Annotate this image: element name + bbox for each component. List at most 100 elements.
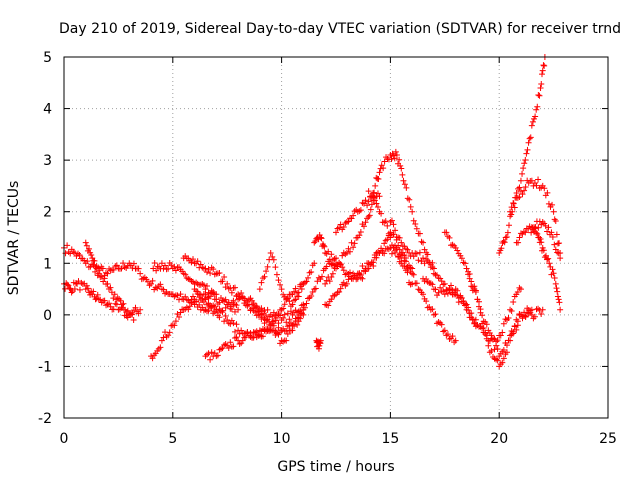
data-point bbox=[135, 310, 142, 317]
data-point bbox=[538, 71, 545, 78]
data-point bbox=[239, 293, 246, 300]
data-point bbox=[515, 239, 522, 246]
data-point bbox=[480, 325, 487, 332]
data-point bbox=[62, 285, 69, 292]
data-point bbox=[284, 331, 291, 338]
data-point bbox=[137, 270, 144, 277]
data-point bbox=[284, 295, 291, 302]
data-point bbox=[320, 242, 327, 249]
data-point bbox=[94, 291, 101, 298]
data-point bbox=[402, 254, 409, 261]
data-point bbox=[528, 229, 535, 236]
x-axis-label: GPS time / hours bbox=[277, 459, 394, 475]
data-point bbox=[533, 229, 540, 236]
data-point bbox=[280, 305, 287, 312]
data-point bbox=[65, 282, 72, 289]
data-point bbox=[395, 242, 402, 249]
data-point bbox=[501, 239, 508, 246]
data-point bbox=[458, 255, 465, 262]
data-point bbox=[86, 245, 93, 252]
data-point bbox=[345, 218, 352, 225]
data-point bbox=[507, 337, 514, 344]
data-point bbox=[219, 309, 226, 316]
data-point bbox=[499, 329, 506, 336]
data-point bbox=[393, 151, 400, 158]
data-point bbox=[205, 350, 212, 357]
data-point bbox=[388, 217, 395, 224]
data-point bbox=[95, 270, 102, 277]
data-point bbox=[519, 191, 526, 198]
data-point bbox=[544, 228, 551, 235]
data-point bbox=[550, 208, 557, 215]
data-point bbox=[471, 320, 478, 327]
data-point bbox=[270, 318, 277, 325]
data-point bbox=[539, 219, 546, 226]
data-point bbox=[222, 296, 229, 303]
data-point bbox=[137, 306, 144, 313]
y-tick-label: 2 bbox=[43, 205, 52, 221]
data-point bbox=[390, 152, 397, 159]
data-point bbox=[71, 249, 78, 256]
data-point bbox=[84, 285, 91, 292]
data-point bbox=[375, 176, 382, 183]
data-point bbox=[286, 316, 293, 323]
data-point bbox=[275, 311, 282, 318]
data-point bbox=[444, 290, 451, 297]
data-point bbox=[317, 234, 324, 241]
data-point bbox=[410, 217, 417, 224]
data-point bbox=[552, 217, 559, 224]
data-point bbox=[303, 300, 310, 307]
data-point bbox=[263, 268, 270, 275]
data-point bbox=[348, 239, 355, 246]
data-point bbox=[113, 262, 120, 269]
data-point bbox=[388, 156, 395, 163]
data-point bbox=[103, 302, 110, 309]
data-point bbox=[114, 295, 121, 302]
data-point bbox=[468, 278, 475, 285]
x-tick-label: 0 bbox=[60, 431, 69, 447]
data-point bbox=[213, 296, 220, 303]
data-point bbox=[362, 265, 369, 272]
data-point bbox=[295, 318, 302, 325]
data-points bbox=[61, 54, 564, 370]
data-point bbox=[256, 311, 263, 318]
data-point bbox=[231, 308, 238, 315]
data-point bbox=[465, 268, 472, 275]
data-point bbox=[242, 302, 249, 309]
data-point bbox=[231, 284, 238, 291]
data-point bbox=[200, 282, 207, 289]
data-point bbox=[508, 308, 515, 315]
data-point bbox=[370, 259, 377, 266]
data-point bbox=[83, 242, 90, 249]
data-point bbox=[540, 62, 547, 69]
data-point bbox=[171, 322, 178, 329]
data-point bbox=[479, 312, 486, 319]
data-point bbox=[404, 195, 411, 202]
data-point bbox=[381, 240, 388, 247]
series-sat-d bbox=[148, 289, 220, 362]
data-point bbox=[519, 170, 526, 177]
data-point bbox=[488, 347, 495, 354]
data-point bbox=[454, 287, 461, 294]
data-point bbox=[545, 255, 552, 262]
data-point bbox=[368, 201, 375, 208]
data-point bbox=[357, 207, 364, 214]
data-point bbox=[113, 301, 120, 308]
data-point bbox=[373, 200, 380, 207]
x-tick-label: 15 bbox=[381, 431, 399, 447]
data-point bbox=[280, 315, 287, 322]
data-point bbox=[76, 252, 83, 259]
data-point bbox=[242, 334, 249, 341]
data-point bbox=[303, 278, 310, 285]
data-point bbox=[483, 335, 490, 342]
data-point bbox=[160, 286, 167, 293]
data-point bbox=[527, 134, 534, 141]
data-point bbox=[144, 278, 151, 285]
data-point bbox=[132, 304, 139, 311]
data-point bbox=[451, 291, 458, 298]
data-point bbox=[472, 316, 479, 323]
data-point bbox=[233, 334, 240, 341]
data-point bbox=[208, 349, 215, 356]
data-point bbox=[270, 327, 277, 334]
data-point bbox=[475, 298, 482, 305]
